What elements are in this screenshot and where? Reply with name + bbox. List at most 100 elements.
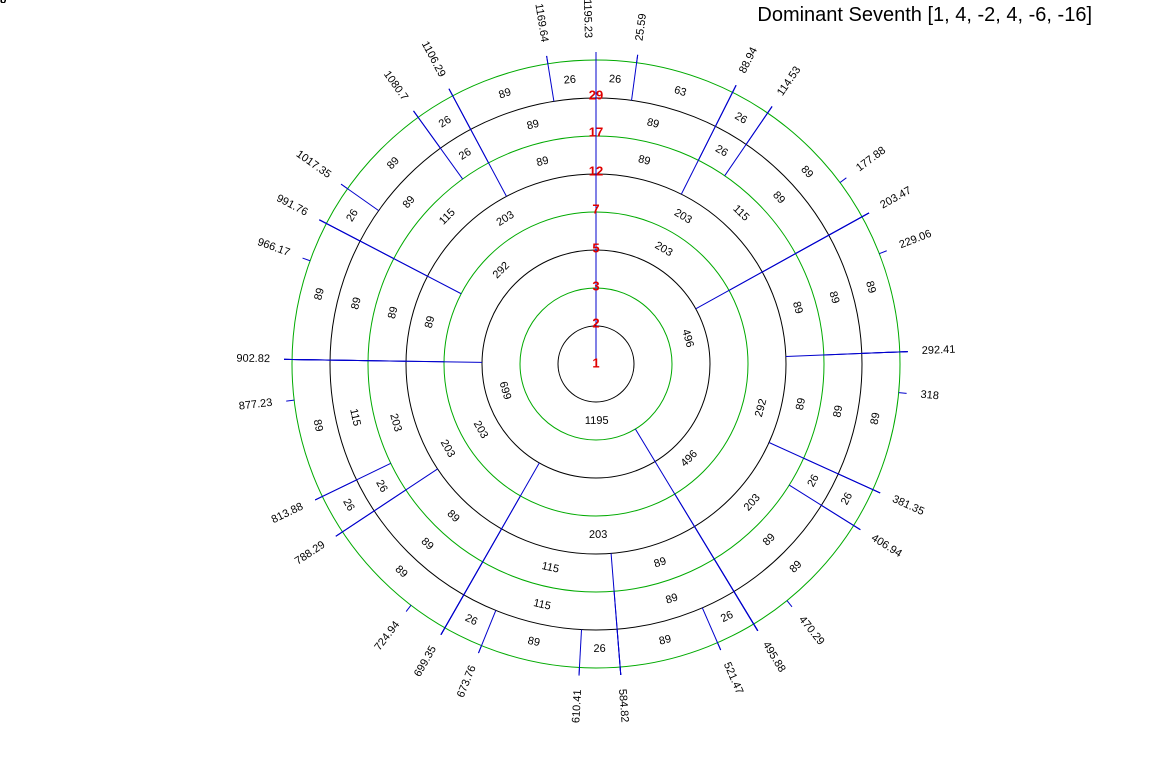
radial-line (636, 54, 639, 63)
segment-label: 203 (589, 529, 608, 541)
segment-label: 26 (0, 0, 6, 6)
radial-line (478, 645, 482, 654)
segment-label: 89 (637, 153, 652, 168)
segment-label: 26 (732, 110, 749, 127)
cents-label: 177.88 (854, 144, 888, 174)
cents-label: 292.41 (922, 344, 956, 357)
segment-label: 89 (423, 315, 438, 330)
segment-label: 26 (0, 0, 6, 6)
segment-label: 203 (742, 492, 763, 514)
radial-line (879, 250, 887, 255)
segment-label: 63 (0, 0, 6, 6)
segment-label: 89 (761, 531, 778, 548)
segment-label: 26 (340, 497, 356, 514)
segment-label: 203 (653, 240, 675, 260)
segment-label: 89 (869, 412, 883, 426)
radial-line (861, 212, 870, 218)
segment-label: 89 (646, 116, 661, 131)
segment-label: 26 (713, 143, 730, 160)
radial-line (732, 84, 737, 93)
cents-label: 584.82 (616, 688, 631, 723)
segment-label: 26 (0, 0, 6, 6)
segment-label: 89 (311, 418, 325, 433)
segment-label: 89 (526, 118, 541, 133)
segment-label: 26 (0, 0, 6, 6)
segment-label: 115 (730, 203, 751, 224)
segment-label: 26 (0, 0, 6, 6)
rank-label: 1 (592, 355, 599, 370)
cents-label: 991.76 (274, 192, 309, 218)
rank-label: 29 (589, 87, 603, 102)
segment-label: 115 (532, 597, 552, 613)
segment-label: 115 (437, 206, 458, 227)
segment-label: 89 (770, 189, 787, 206)
cents-label: 1106.29 (419, 39, 448, 79)
segment-label: 26 (609, 73, 622, 86)
radial-line (302, 257, 311, 262)
segment-label: 26 (0, 0, 6, 6)
cents-label: 521.47 (721, 660, 745, 696)
segment-label: 26 (0, 0, 6, 6)
cents-label: 1195.23 (581, 0, 594, 38)
segment-label: 89 (827, 290, 842, 305)
segment-label: 26 (0, 0, 6, 6)
segment-label: 89 (863, 280, 878, 295)
segment-label: 496 (679, 448, 700, 469)
cents-label: 1169.64 (532, 3, 550, 43)
segment-label: 63 (0, 0, 6, 6)
segment-label: 89 (526, 635, 541, 649)
cents-label: 495.88 (760, 640, 788, 675)
radial-line (286, 399, 295, 402)
segment-label: 89 (664, 591, 679, 606)
segment-label: 89 (393, 563, 410, 580)
radial-line (314, 496, 323, 501)
cents-label: 788.29 (293, 539, 328, 568)
segment-label: 89 (401, 194, 418, 211)
radial-line (898, 392, 907, 394)
cents-label: 966.17 (256, 236, 292, 259)
segment-label: 89 (787, 558, 804, 575)
segment-label: 89 (790, 300, 805, 315)
segment-label: 89 (798, 164, 815, 181)
diagram-title: Dominant Seventh [1, 4, -2, 4, -6, -16] (757, 4, 1092, 26)
segment-label: 63 (0, 0, 6, 6)
radial-line (767, 106, 773, 114)
segment-label: 26 (719, 609, 735, 625)
radial-line (335, 531, 343, 537)
segment-label: 1195 (585, 415, 609, 427)
segment-label: 26 (0, 0, 6, 6)
cents-label: 610.41 (570, 689, 584, 723)
rank-label: 2 (592, 315, 599, 330)
radial-line (546, 55, 549, 64)
segment-label: 89 (658, 633, 673, 648)
radial-line (405, 604, 412, 612)
radial-line (872, 489, 881, 494)
segment-label: 26 (457, 146, 474, 163)
segment-label: 89 (497, 86, 512, 101)
radial-line (440, 627, 446, 635)
segment-label: 26 (373, 478, 389, 495)
segment-label: 26 (0, 0, 6, 6)
segment-label: 89 (312, 287, 327, 302)
segment-label: 26 (437, 114, 454, 131)
cents-label: 1017.35 (294, 148, 333, 181)
segment-label: 203 (438, 438, 458, 460)
cents-label: 203.47 (878, 185, 913, 212)
segment-label: 63 (0, 0, 6, 6)
segment-label: 203 (672, 207, 694, 227)
segment-label: 115 (540, 560, 560, 576)
segment-label: 63 (673, 84, 688, 99)
segment-label: 203 (494, 209, 516, 229)
segment-label: 89 (385, 155, 402, 172)
segment-label: 26 (0, 0, 6, 6)
cents-label: 699.35 (412, 644, 439, 679)
segment-label: 292 (753, 398, 769, 419)
radial-line (319, 219, 327, 224)
cents-label: 902.82 (236, 353, 270, 365)
segment-label: 63 (0, 0, 6, 6)
segment-label: 203 (471, 419, 491, 441)
segment-label: 89 (535, 154, 550, 169)
rank-label: 12 (589, 163, 603, 178)
rank-label: 7 (592, 201, 599, 216)
segment-label: 63 (0, 0, 6, 6)
